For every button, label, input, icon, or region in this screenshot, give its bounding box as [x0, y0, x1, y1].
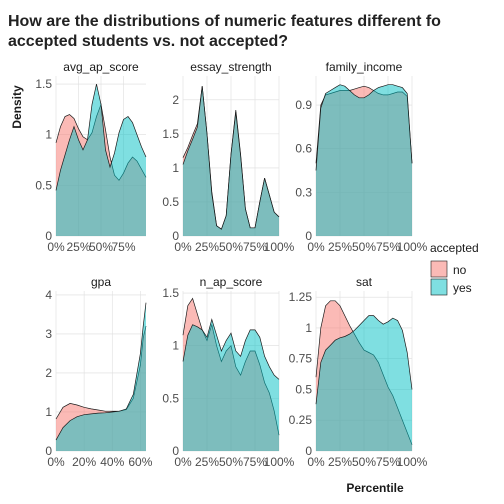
- density-area-yes: [56, 84, 146, 236]
- y-tick-label: 1: [305, 321, 312, 335]
- x-axis-label: Percentile: [346, 481, 404, 495]
- panel-essay_strength: essay_strength 0 0.5 1 1.5 2 0% 25% 50% 75%100%: [162, 60, 294, 254]
- y-tick-label: 0.6: [295, 142, 312, 156]
- x-tick-label: 25%: [328, 455, 352, 469]
- y-tick-label: 1.5: [35, 77, 52, 91]
- y-tick-label: 1: [172, 161, 179, 175]
- panel-sat: sat 0 0.25 0.5 0.75 1 1.25 0% 25% 50% 75%100%: [289, 275, 428, 469]
- legend-key-yes: [430, 278, 448, 296]
- legend-label-yes: yes: [453, 281, 472, 295]
- density-area-yes: [316, 84, 412, 236]
- legend-label-no: no: [453, 263, 467, 277]
- y-tick-label: 2: [45, 366, 52, 380]
- legend: accepted no yes: [430, 241, 479, 296]
- y-tick-label: 0.5: [162, 195, 179, 209]
- x-tick-label: 40%: [100, 455, 124, 469]
- x-tick-label: 0%: [47, 455, 65, 469]
- x-tick-label: 25%: [195, 455, 219, 469]
- y-tick-label: 0: [172, 229, 179, 243]
- y-tick-label: 0: [305, 444, 312, 458]
- facet-title: gpa: [91, 275, 111, 289]
- density-area-yes: [183, 319, 279, 451]
- x-tick-label: 25%: [195, 240, 219, 254]
- y-tick-label: 0: [305, 229, 312, 243]
- y-tick-label: 1: [45, 128, 52, 142]
- y-tick-label: 0.5: [35, 178, 52, 192]
- facet-title: essay_strength: [190, 60, 271, 74]
- y-tick-label: 0.75: [289, 352, 313, 366]
- y-tick-label: 0.5: [295, 382, 312, 396]
- x-tick-label: 75%: [376, 455, 400, 469]
- density-line-yes: [182, 86, 280, 230]
- y-tick-label: 0: [45, 444, 52, 458]
- chart-title-line-1: How are the distributions of numeric fea…: [8, 13, 441, 30]
- y-tick-label: 1: [172, 339, 179, 353]
- x-tick-label: 50%: [219, 240, 243, 254]
- x-tick-label: 100%: [397, 455, 428, 469]
- y-tick-label: 0: [172, 444, 179, 458]
- density-line-yes: [315, 84, 413, 171]
- x-tick-label: 50%: [352, 240, 376, 254]
- density-line-yes: [315, 315, 413, 405]
- facet-title: family_income: [326, 60, 403, 74]
- x-tick-label: 25%: [328, 240, 352, 254]
- x-tick-label: 0%: [174, 455, 192, 469]
- density-line-yes: [55, 302, 147, 441]
- panel-n_ap_score: n_ap_score 0 0.5 1 1.5 0% 25% 50% 75%100%: [162, 275, 294, 469]
- density-area-yes: [183, 86, 279, 236]
- x-tick-label: 0%: [307, 455, 325, 469]
- y-tick-label: 1.25: [289, 290, 313, 304]
- y-tick-label: 0.5: [162, 391, 179, 405]
- legend-key-no: [430, 260, 448, 278]
- x-tick-label: 100%: [264, 455, 295, 469]
- x-tick-label: 75%: [243, 240, 267, 254]
- x-tick-label: 20%: [72, 455, 96, 469]
- x-tick-label: 0%: [174, 240, 192, 254]
- y-tick-label: 0.25: [289, 413, 313, 427]
- facet-title: n_ap_score: [200, 275, 263, 289]
- y-tick-label: 0.3: [295, 185, 312, 199]
- x-tick-label: 75%: [111, 240, 135, 254]
- density-line-yes: [182, 318, 280, 380]
- density-area-yes: [56, 302, 146, 451]
- y-tick-label: 0.9: [295, 98, 312, 112]
- y-tick-label: 1.5: [162, 127, 179, 141]
- y-tick-label: 1: [45, 405, 52, 419]
- y-tick-label: 4: [45, 288, 52, 302]
- y-tick-label: 0: [45, 229, 52, 243]
- x-tick-label: 50%: [89, 240, 113, 254]
- chart-title-line-2: accepted students vs. not accepted?: [8, 33, 288, 50]
- x-tick-label: 100%: [264, 240, 295, 254]
- panel-family_income: family_income 0 0.3 0.6 0.9 0% 25% 50% 75%100%: [295, 60, 427, 254]
- x-tick-label: 50%: [352, 455, 376, 469]
- y-tick-label: 3: [45, 327, 52, 341]
- x-tick-label: 75%: [376, 240, 400, 254]
- y-tick-label: 2: [172, 93, 179, 107]
- x-tick-label: 50%: [219, 455, 243, 469]
- density-line-yes: [55, 84, 147, 191]
- x-tick-label: 0%: [47, 240, 65, 254]
- x-tick-label: 0%: [307, 240, 325, 254]
- facet-title: sat: [356, 275, 373, 289]
- legend-title: accepted: [430, 241, 479, 255]
- x-tick-label: 100%: [397, 240, 428, 254]
- density-area-yes: [316, 315, 412, 451]
- y-axis-label: Density: [10, 85, 24, 129]
- panel-avg_ap_score: avg_ap_score 0 0.5 1 1.5 0% 25%50%75%: [35, 60, 147, 254]
- x-tick-label: 60%: [128, 455, 152, 469]
- x-tick-label: 25%: [66, 240, 90, 254]
- facet-title: avg_ap_score: [63, 60, 139, 74]
- x-tick-label: 75%: [243, 455, 267, 469]
- y-tick-label: 1.5: [162, 286, 179, 300]
